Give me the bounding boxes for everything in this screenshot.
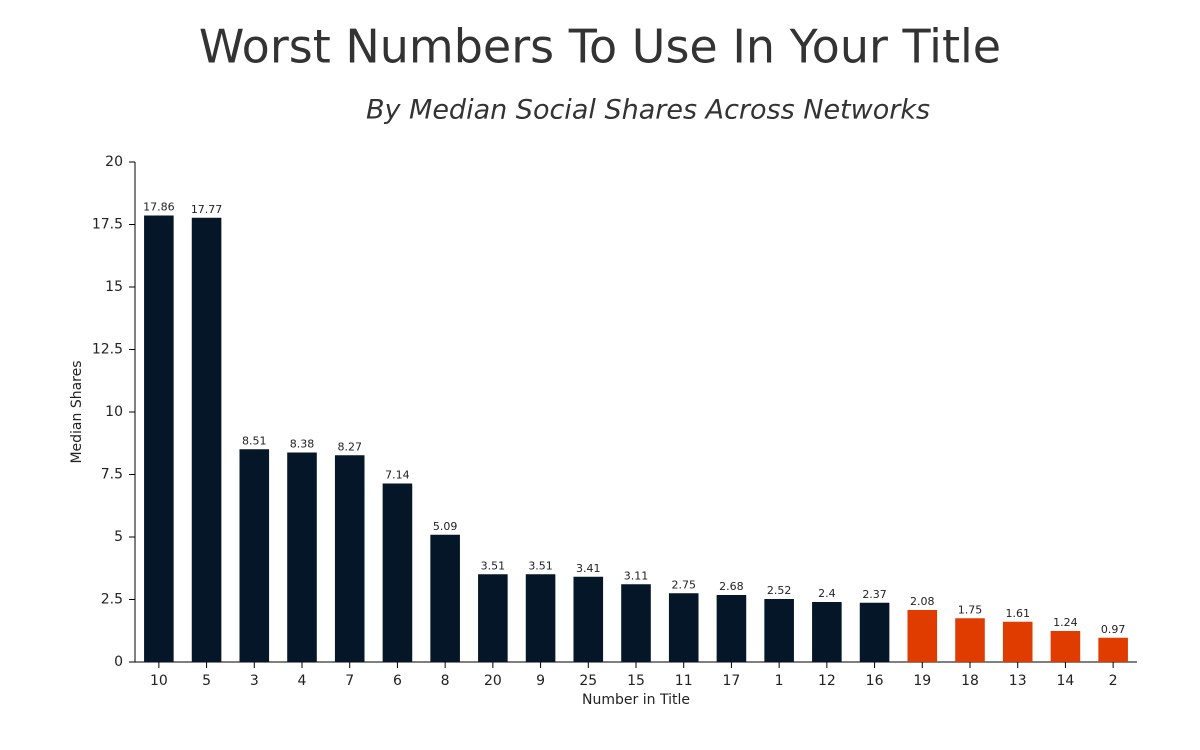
value-label: 2.68 — [719, 580, 744, 593]
x-tick-label: 19 — [913, 673, 931, 689]
value-label: 0.97 — [1101, 623, 1126, 636]
bar — [239, 449, 270, 662]
bar — [144, 215, 174, 662]
bar — [812, 602, 842, 662]
x-tick-label: 15 — [627, 673, 645, 689]
bar — [668, 593, 699, 662]
x-tick-label: 9 — [536, 673, 545, 689]
y-tick-label: 7.5 — [101, 467, 123, 483]
bar — [1002, 621, 1033, 662]
bar — [573, 576, 604, 662]
value-label: 5.09 — [433, 520, 458, 533]
y-axis-label: Median Shares — [69, 360, 85, 463]
x-tick-label: 10 — [150, 673, 168, 689]
bar — [334, 455, 365, 662]
chart-title: Worst Numbers To Use In Your Title — [199, 20, 1001, 74]
y-tick-label: 0 — [114, 654, 123, 670]
x-tick-label: 14 — [1057, 673, 1075, 689]
bar — [1098, 637, 1128, 662]
value-label: 17.86 — [143, 201, 175, 214]
bar — [716, 595, 747, 662]
value-label: 3.51 — [528, 559, 553, 572]
bar — [1050, 631, 1081, 662]
value-label: 8.51 — [242, 434, 267, 447]
x-tick-label: 13 — [1009, 673, 1027, 689]
bar — [478, 574, 508, 662]
value-label: 1.24 — [1053, 616, 1078, 629]
value-label: 7.14 — [385, 469, 410, 482]
bar — [525, 574, 556, 662]
x-tick-label: 5 — [202, 673, 211, 689]
y-tick-label: 5 — [114, 529, 123, 545]
y-tick-label: 10 — [105, 404, 123, 420]
x-tick-label: 20 — [484, 673, 502, 689]
bar — [287, 452, 317, 662]
value-label: 3.11 — [624, 569, 649, 582]
value-label: 3.51 — [481, 559, 506, 572]
x-tick-label: 17 — [723, 673, 741, 689]
value-label: 2.4 — [818, 587, 836, 600]
x-tick-label: 7 — [345, 673, 354, 689]
y-tick-label: 17.5 — [92, 217, 123, 233]
bar — [907, 610, 938, 662]
x-tick-label: 18 — [961, 673, 979, 689]
x-axis-label: Number in Title — [582, 692, 690, 708]
bar — [764, 599, 794, 662]
chart-subtitle: By Median Social Shares Across Networks — [366, 95, 930, 126]
value-label: 2.75 — [671, 578, 696, 591]
bar — [191, 217, 222, 662]
value-label: 1.75 — [958, 603, 983, 616]
y-tick-label: 15 — [105, 279, 123, 295]
x-tick-label: 6 — [393, 673, 402, 689]
x-tick-label: 3 — [250, 673, 259, 689]
x-tick-label: 4 — [298, 673, 307, 689]
x-tick-label: 2 — [1109, 673, 1118, 689]
bar — [430, 534, 460, 662]
value-label: 3.41 — [576, 562, 601, 575]
y-tick-label: 20 — [105, 154, 123, 170]
x-tick-label: 1 — [775, 673, 784, 689]
value-label: 17.77 — [191, 203, 223, 216]
x-tick-label: 12 — [818, 673, 836, 689]
x-tick-label: 8 — [441, 673, 450, 689]
x-tick-label: 16 — [866, 673, 884, 689]
bar — [382, 483, 413, 662]
value-label: 1.61 — [1005, 607, 1030, 620]
bar — [955, 618, 985, 662]
y-tick-label: 12.5 — [92, 342, 123, 358]
value-label: 2.52 — [767, 584, 792, 597]
x-tick-label: 11 — [675, 673, 693, 689]
value-label: 2.08 — [910, 595, 935, 608]
value-label: 8.38 — [290, 438, 315, 451]
value-label: 2.37 — [862, 588, 887, 601]
value-label: 8.27 — [337, 440, 362, 453]
bar — [859, 602, 890, 662]
bar — [621, 584, 651, 662]
y-tick-label: 2.5 — [101, 592, 123, 608]
x-tick-label: 25 — [579, 673, 597, 689]
